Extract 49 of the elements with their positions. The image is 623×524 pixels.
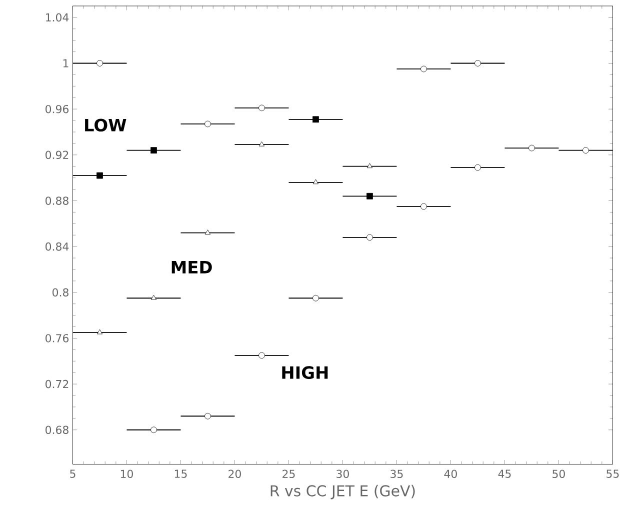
x-tick-label: 25	[282, 470, 295, 478]
point	[96, 172, 103, 179]
x-tick-label: 45	[498, 470, 511, 478]
point	[312, 179, 319, 184]
y-tick-label: 0.84	[46, 242, 69, 251]
point	[150, 294, 157, 300]
point	[204, 120, 211, 128]
x-axis-title: R vs CC JET E (GeV)	[270, 484, 415, 500]
y-tick-label: 1	[63, 59, 68, 68]
annotation: HIGH	[282, 366, 328, 379]
x-tick-label: 55	[606, 470, 619, 478]
y-tick-label: 0.96	[46, 104, 69, 114]
point	[582, 147, 589, 154]
point	[96, 329, 103, 334]
y-tick-label: 0.8	[52, 288, 68, 297]
point	[474, 60, 481, 66]
point	[96, 60, 103, 66]
point	[366, 163, 373, 168]
point	[258, 352, 265, 359]
point	[204, 412, 211, 420]
point	[312, 294, 319, 302]
x-tick-label: 50	[552, 470, 565, 478]
x-tick-label: 35	[390, 470, 403, 478]
annotation: LOW	[85, 118, 126, 132]
x-tick-label: 15	[174, 470, 187, 478]
point	[258, 141, 265, 146]
point	[420, 203, 427, 210]
y-tick-label: 0.88	[46, 196, 68, 205]
point	[366, 192, 373, 200]
point	[528, 144, 535, 152]
point	[204, 230, 211, 235]
x-tick-label: 5	[70, 470, 76, 478]
annotation: MED	[172, 261, 212, 274]
point	[150, 147, 157, 154]
y-tick-label: 0.72	[46, 380, 68, 388]
point	[366, 234, 373, 241]
y-tick-label: 0.76	[46, 334, 69, 342]
y-tick-label: 0.68	[46, 426, 68, 434]
x-tick-label: 10	[120, 470, 133, 478]
point	[474, 164, 481, 171]
x-tick-label: 20	[228, 470, 241, 478]
y-tick-label: 0.92	[46, 150, 68, 160]
y-tick-label: 1.04	[46, 13, 69, 22]
point	[258, 104, 265, 112]
point	[312, 116, 319, 123]
x-tick-label: 40	[444, 470, 457, 478]
point	[150, 426, 157, 434]
point	[420, 66, 427, 72]
x-tick-label: 30	[336, 470, 349, 478]
